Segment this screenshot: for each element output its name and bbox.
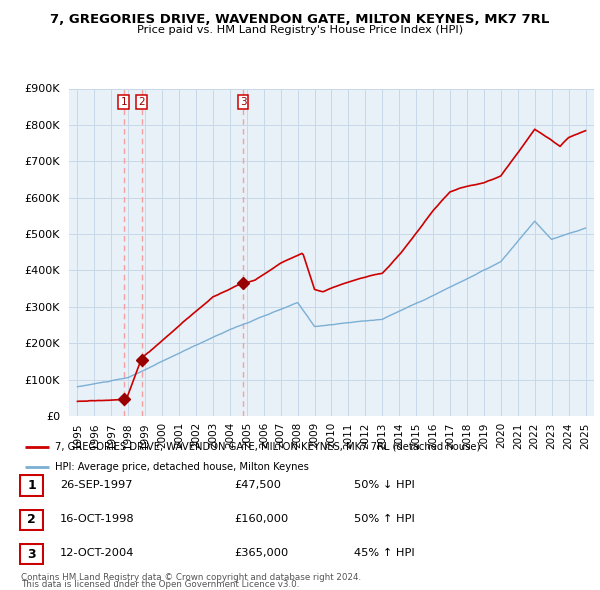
Text: 2: 2 [28,513,36,526]
Text: 1: 1 [28,479,36,492]
Text: 50% ↓ HPI: 50% ↓ HPI [354,480,415,490]
Text: 16-OCT-1998: 16-OCT-1998 [60,514,134,524]
Text: Price paid vs. HM Land Registry's House Price Index (HPI): Price paid vs. HM Land Registry's House … [137,25,463,35]
Text: 1: 1 [121,97,127,107]
Text: 3: 3 [240,97,247,107]
Text: 7, GREGORIES DRIVE, WAVENDON GATE, MILTON KEYNES, MK7 7RL (detached house): 7, GREGORIES DRIVE, WAVENDON GATE, MILTO… [55,442,481,452]
Text: HPI: Average price, detached house, Milton Keynes: HPI: Average price, detached house, Milt… [55,462,309,472]
Text: 50% ↑ HPI: 50% ↑ HPI [354,514,415,524]
Text: £47,500: £47,500 [234,480,281,490]
Text: 26-SEP-1997: 26-SEP-1997 [60,480,133,490]
FancyBboxPatch shape [20,476,43,496]
Text: £365,000: £365,000 [234,549,288,558]
Text: Contains HM Land Registry data © Crown copyright and database right 2024.: Contains HM Land Registry data © Crown c… [21,573,361,582]
FancyBboxPatch shape [20,544,43,564]
Text: 2: 2 [139,97,145,107]
Text: 12-OCT-2004: 12-OCT-2004 [60,549,134,558]
Text: 3: 3 [28,548,36,560]
FancyBboxPatch shape [20,510,43,530]
Text: This data is licensed under the Open Government Licence v3.0.: This data is licensed under the Open Gov… [21,580,299,589]
Text: £160,000: £160,000 [234,514,288,524]
Text: 7, GREGORIES DRIVE, WAVENDON GATE, MILTON KEYNES, MK7 7RL: 7, GREGORIES DRIVE, WAVENDON GATE, MILTO… [50,13,550,26]
Text: 45% ↑ HPI: 45% ↑ HPI [354,549,415,558]
